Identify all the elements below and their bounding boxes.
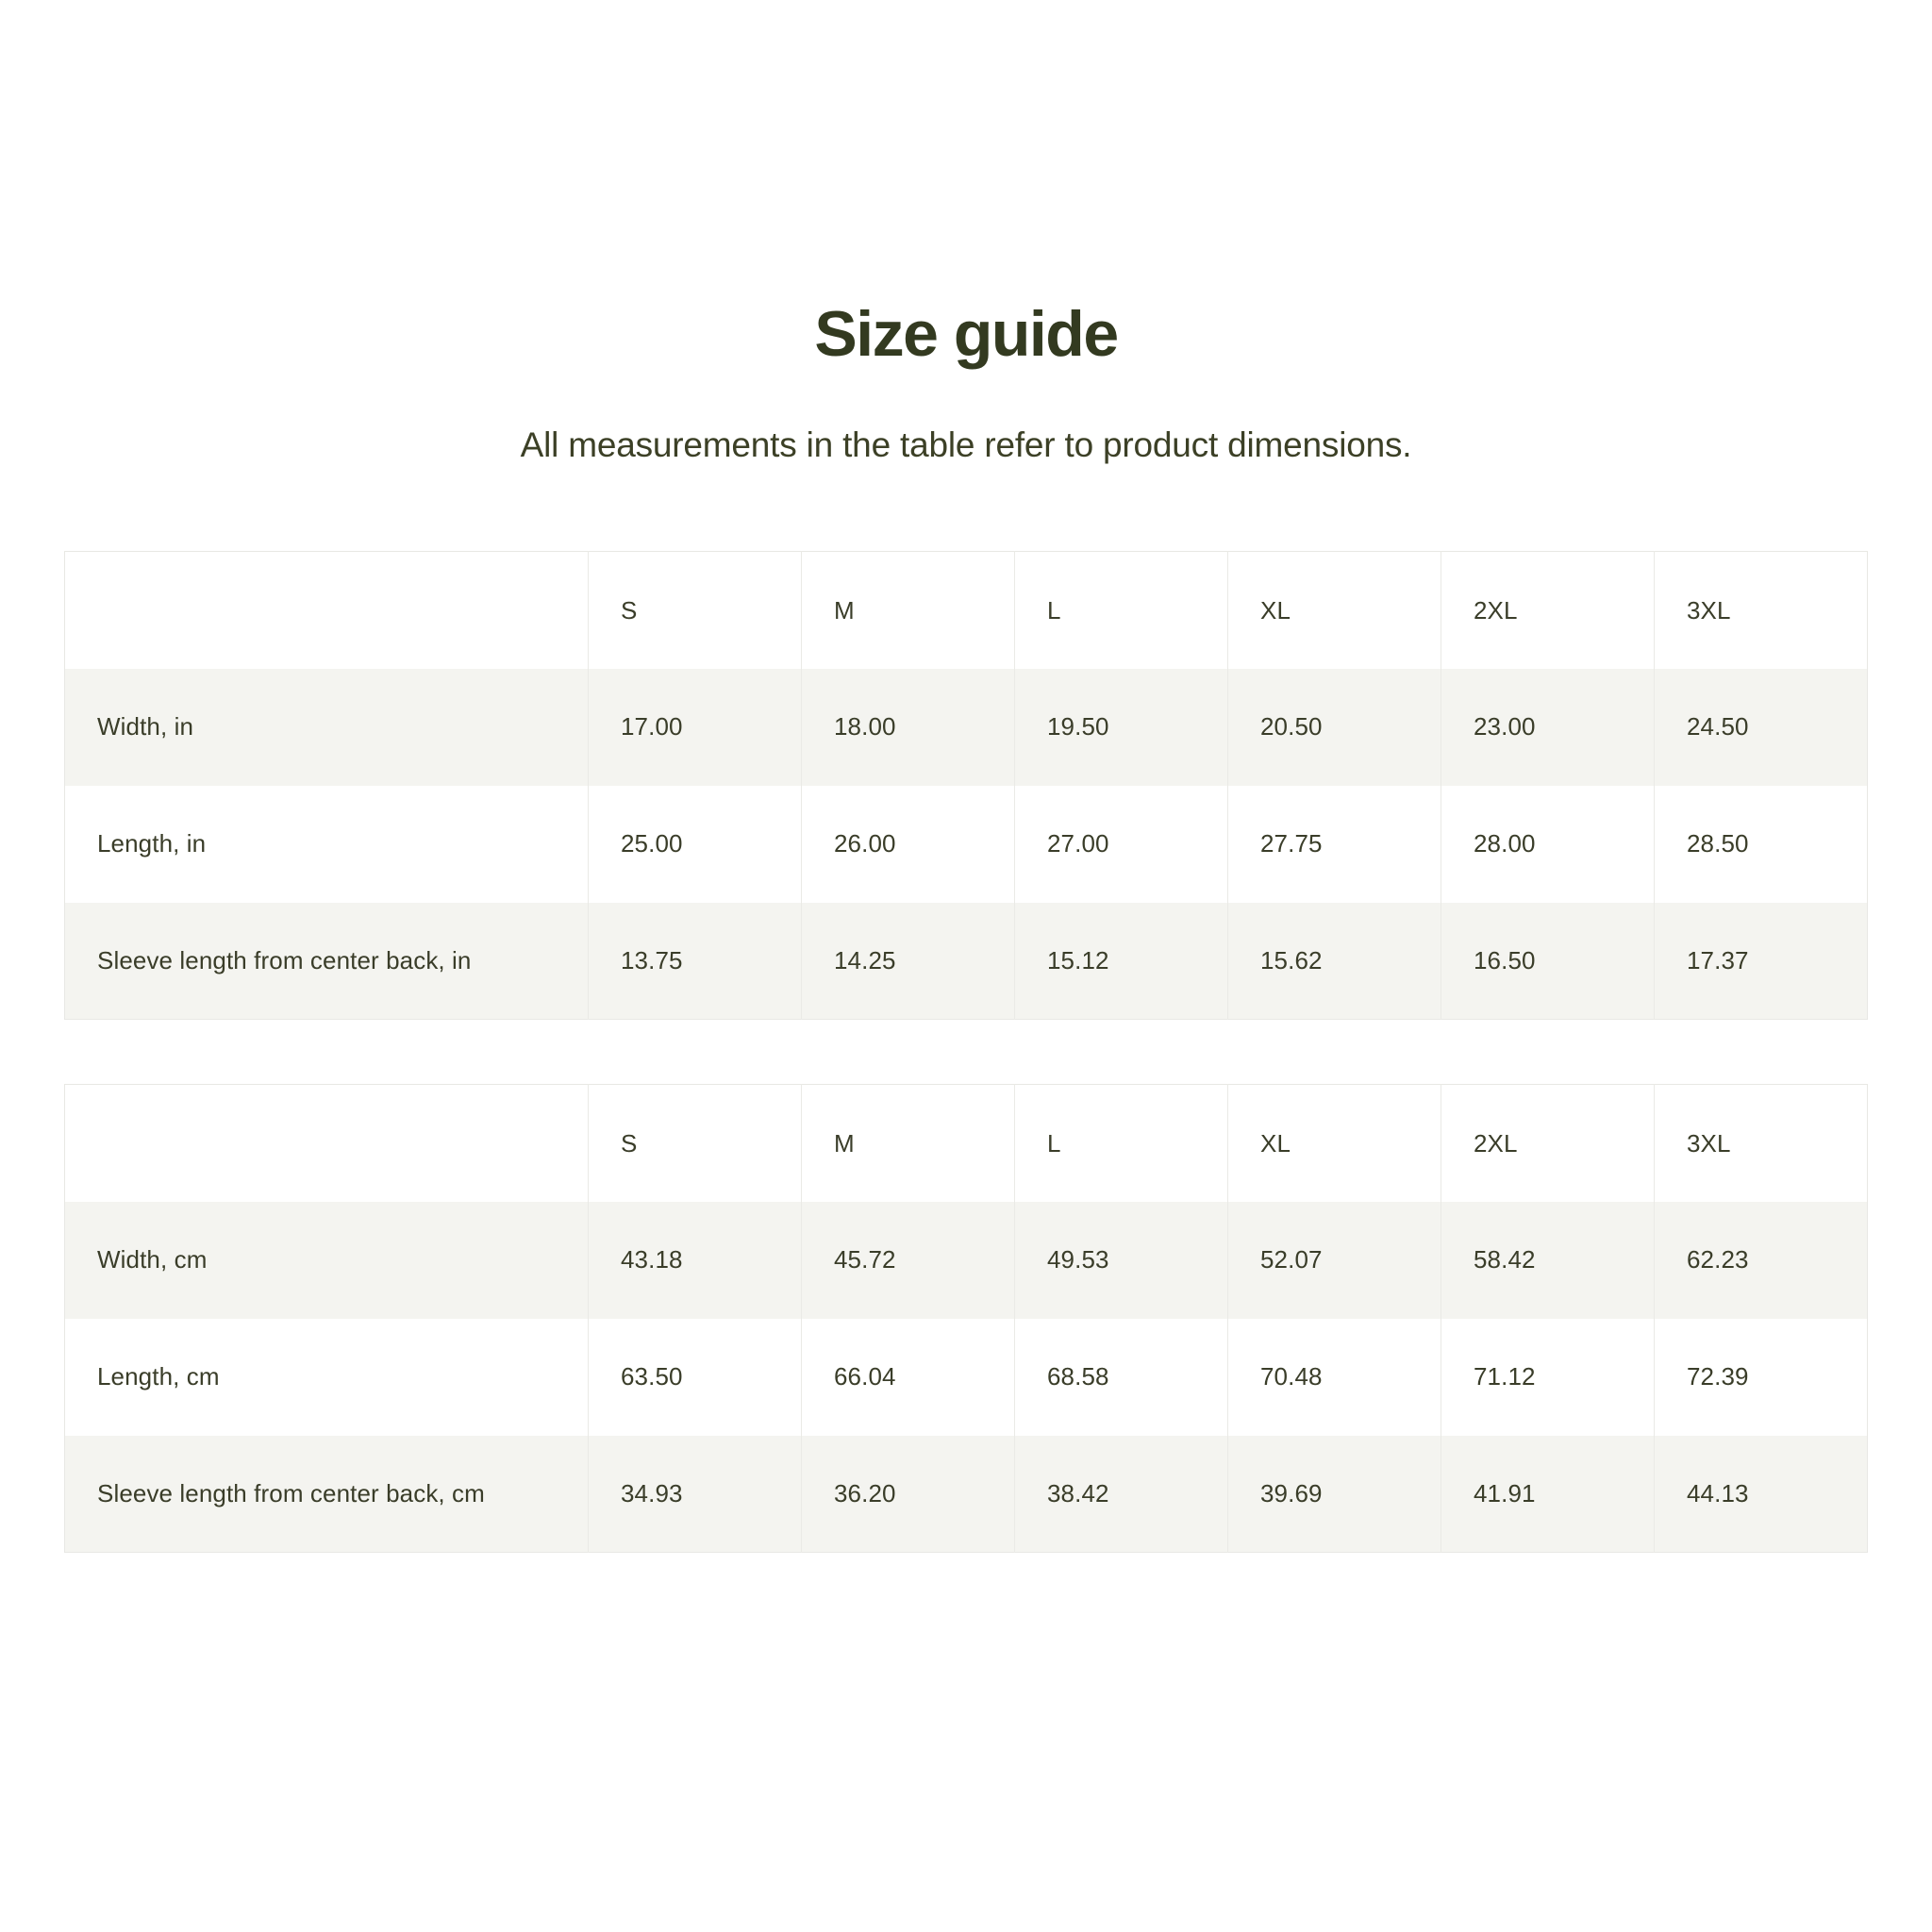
cell-length-in-m: 26.00 (801, 785, 1015, 903)
header-cell-s: S (588, 1084, 802, 1202)
table-row: Sleeve length from center back, cm 34.93… (64, 1435, 1868, 1553)
row-label-length-cm: Length, cm (64, 1318, 589, 1436)
cell-length-in-s: 25.00 (588, 785, 802, 903)
cell-length-in-l: 27.00 (1014, 785, 1228, 903)
size-table-imperial: S M L XL 2XL 3XL Width, in 17.00 18.00 1… (64, 551, 1868, 1021)
header-cell-3xl: 3XL (1654, 551, 1868, 669)
table-body-imperial: Width, in 17.00 18.00 19.50 20.50 23.00 … (64, 668, 1868, 1020)
header-cell-l: L (1014, 1084, 1228, 1202)
header-cell-l: L (1014, 551, 1228, 669)
cell-sleeve-cm-2xl: 41.91 (1441, 1435, 1655, 1553)
cell-length-cm-m: 66.04 (801, 1318, 1015, 1436)
cell-width-in-2xl: 23.00 (1441, 668, 1655, 786)
header-cell-3xl: 3XL (1654, 1084, 1868, 1202)
cell-sleeve-in-s: 13.75 (588, 902, 802, 1020)
cell-sleeve-cm-3xl: 44.13 (1654, 1435, 1868, 1553)
cell-sleeve-cm-s: 34.93 (588, 1435, 802, 1553)
cell-sleeve-in-xl: 15.62 (1227, 902, 1441, 1020)
header-cell-s: S (588, 551, 802, 669)
table-row: Sleeve length from center back, in 13.75… (64, 902, 1868, 1020)
cell-width-cm-m: 45.72 (801, 1201, 1015, 1319)
cell-width-cm-2xl: 58.42 (1441, 1201, 1655, 1319)
row-label-width-in: Width, in (64, 668, 589, 786)
header-cell-corner (64, 1084, 589, 1202)
row-label-length-in: Length, in (64, 785, 589, 903)
cell-width-in-s: 17.00 (588, 668, 802, 786)
size-table-metric: S M L XL 2XL 3XL Width, cm 43.18 45.72 4… (64, 1084, 1868, 1554)
cell-length-cm-xl: 70.48 (1227, 1318, 1441, 1436)
page-header: Size guide All measurements in the table… (0, 0, 1932, 466)
cell-width-cm-s: 43.18 (588, 1201, 802, 1319)
cell-sleeve-cm-l: 38.42 (1014, 1435, 1228, 1553)
cell-sleeve-in-2xl: 16.50 (1441, 902, 1655, 1020)
header-cell-2xl: 2XL (1441, 551, 1655, 669)
cell-width-in-m: 18.00 (801, 668, 1015, 786)
row-label-sleeve-in: Sleeve length from center back, in (64, 902, 589, 1020)
cell-sleeve-cm-m: 36.20 (801, 1435, 1015, 1553)
table-row: Width, cm 43.18 45.72 49.53 52.07 58.42 … (64, 1201, 1868, 1319)
cell-width-in-3xl: 24.50 (1654, 668, 1868, 786)
cell-length-cm-l: 68.58 (1014, 1318, 1228, 1436)
cell-sleeve-in-l: 15.12 (1014, 902, 1228, 1020)
table-row: Length, cm 63.50 66.04 68.58 70.48 71.12… (64, 1318, 1868, 1436)
cell-length-cm-2xl: 71.12 (1441, 1318, 1655, 1436)
table-header-metric: S M L XL 2XL 3XL (64, 1084, 1868, 1202)
header-cell-2xl: 2XL (1441, 1084, 1655, 1202)
header-row: S M L XL 2XL 3XL (64, 551, 1868, 669)
page-subtitle: All measurements in the table refer to p… (520, 425, 1412, 464)
cell-width-cm-xl: 52.07 (1227, 1201, 1441, 1319)
table-row: Width, in 17.00 18.00 19.50 20.50 23.00 … (64, 668, 1868, 786)
header-cell-m: M (801, 1084, 1015, 1202)
row-label-sleeve-cm: Sleeve length from center back, cm (64, 1435, 589, 1553)
page-title: Size guide (814, 298, 1119, 370)
cell-length-cm-s: 63.50 (588, 1318, 802, 1436)
cell-length-in-3xl: 28.50 (1654, 785, 1868, 903)
header-row: S M L XL 2XL 3XL (64, 1084, 1868, 1202)
table-header-imperial: S M L XL 2XL 3XL (64, 551, 1868, 669)
table-row: Length, in 25.00 26.00 27.00 27.75 28.00… (64, 785, 1868, 903)
row-label-width-cm: Width, cm (64, 1201, 589, 1319)
cell-width-cm-l: 49.53 (1014, 1201, 1228, 1319)
cell-sleeve-in-m: 14.25 (801, 902, 1015, 1020)
size-tables-container: S M L XL 2XL 3XL Width, in 17.00 18.00 1… (0, 551, 1932, 1554)
header-cell-m: M (801, 551, 1015, 669)
cell-length-in-2xl: 28.00 (1441, 785, 1655, 903)
cell-width-cm-3xl: 62.23 (1654, 1201, 1868, 1319)
header-cell-xl: XL (1227, 551, 1441, 669)
header-cell-xl: XL (1227, 1084, 1441, 1202)
cell-length-in-xl: 27.75 (1227, 785, 1441, 903)
table-body-metric: Width, cm 43.18 45.72 49.53 52.07 58.42 … (64, 1201, 1868, 1553)
cell-length-cm-3xl: 72.39 (1654, 1318, 1868, 1436)
header-cell-corner (64, 551, 589, 669)
cell-sleeve-in-3xl: 17.37 (1654, 902, 1868, 1020)
cell-width-in-xl: 20.50 (1227, 668, 1441, 786)
table-spacer (64, 1020, 1868, 1084)
cell-width-in-l: 19.50 (1014, 668, 1228, 786)
cell-sleeve-cm-xl: 39.69 (1227, 1435, 1441, 1553)
